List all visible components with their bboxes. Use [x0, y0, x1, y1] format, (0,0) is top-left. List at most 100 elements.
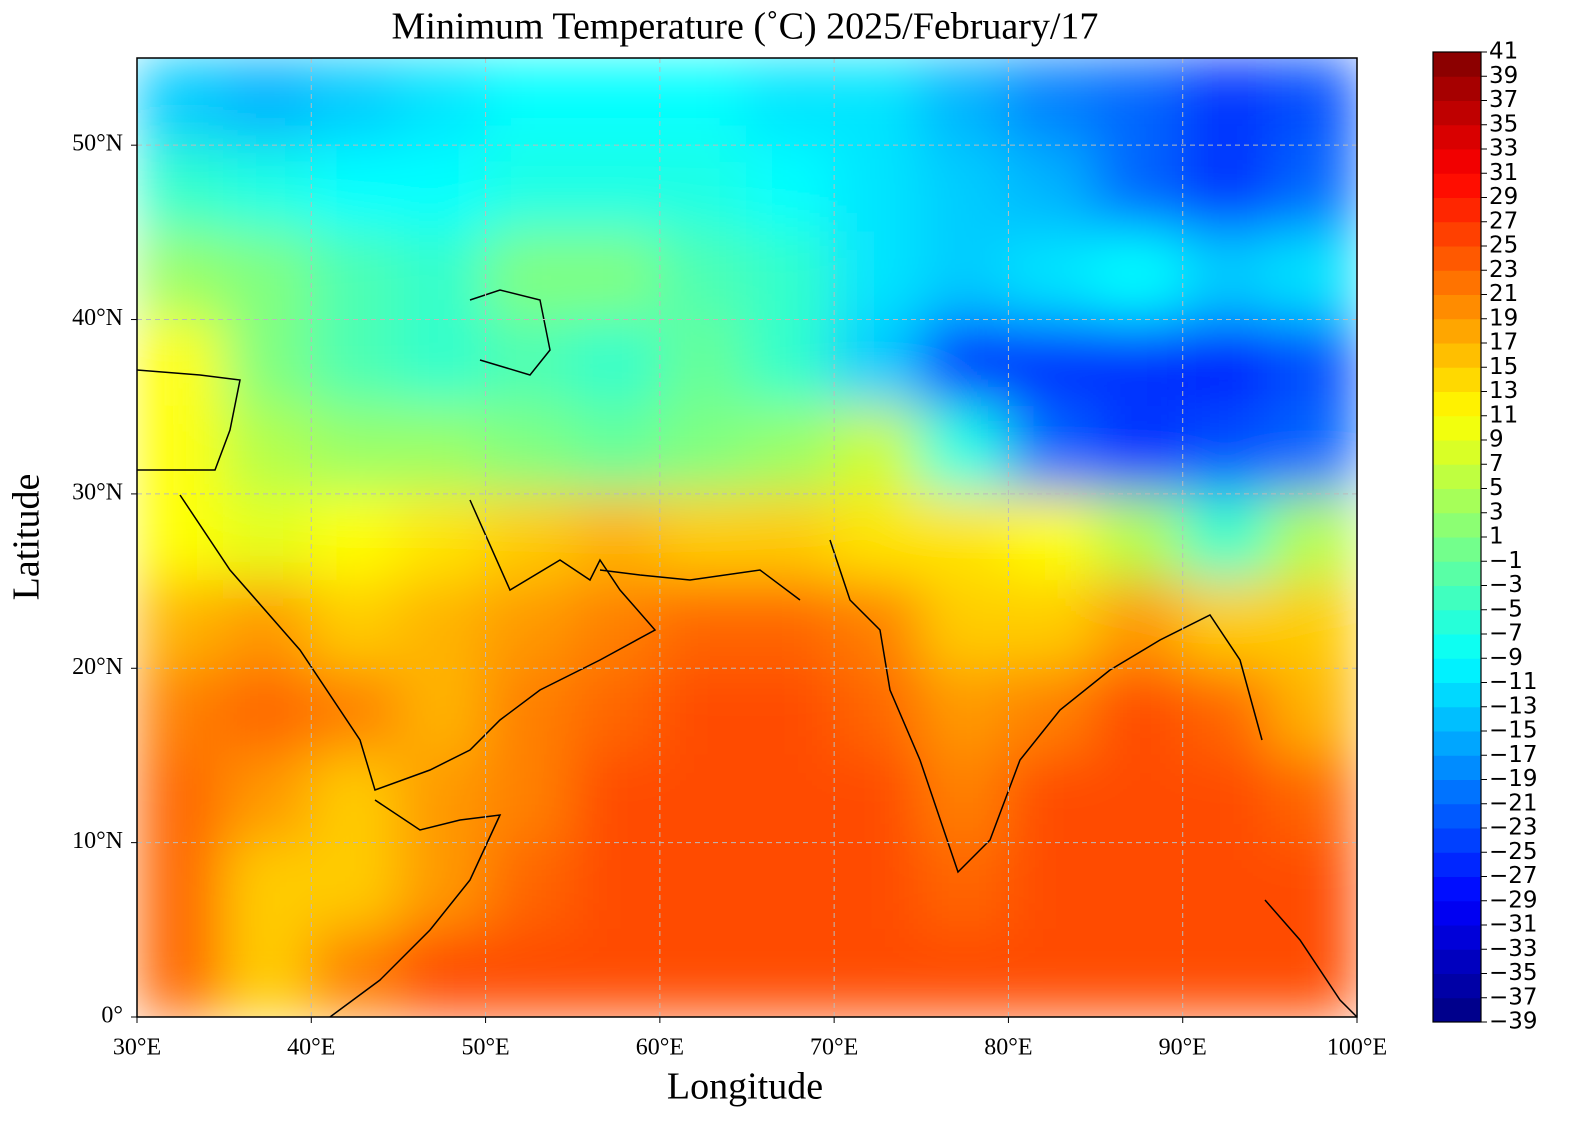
field-cell	[920, 667, 1010, 757]
colorbar-tick-label: −3	[1489, 572, 1523, 598]
field-cell	[571, 492, 661, 583]
field-cell	[1268, 231, 1357, 321]
field-cell	[1181, 667, 1271, 757]
field-cell	[397, 928, 487, 1017]
colorbar-tick-label: −39	[1489, 1009, 1538, 1035]
field-cell	[920, 928, 1010, 1017]
field-cell	[223, 841, 313, 931]
colorbar-segment	[1433, 779, 1481, 805]
colorbar-tick-label: −7	[1489, 621, 1523, 647]
field-cell	[658, 144, 748, 234]
field-cell	[397, 405, 487, 495]
colorbar-tick-label: −9	[1489, 645, 1523, 671]
field-cell	[658, 58, 748, 147]
field-cell	[1094, 318, 1184, 408]
field-cell	[1007, 580, 1097, 670]
field-cell	[1268, 318, 1357, 408]
field-cell	[397, 754, 487, 844]
field-cell	[1181, 492, 1271, 583]
colorbar-segment	[1433, 415, 1481, 441]
colorbar-segment	[1433, 343, 1481, 368]
field-cell	[833, 144, 923, 234]
colorbar-tick-label: 25	[1489, 233, 1518, 259]
field-cell	[658, 492, 748, 583]
field-cell	[137, 231, 226, 321]
colorbar-segment	[1433, 852, 1481, 877]
field-cell	[310, 318, 400, 408]
colorbar-tick-label: −27	[1489, 863, 1538, 889]
coastline	[1264, 899, 1357, 1017]
field-cell	[571, 841, 661, 931]
field-cell	[1007, 318, 1097, 408]
colorbar-tick-label: −17	[1489, 742, 1538, 768]
coastline	[137, 369, 241, 471]
colorbar-tick-label: −29	[1489, 887, 1538, 913]
field-cell	[746, 231, 836, 321]
field-cell	[658, 318, 748, 408]
field-cell	[397, 667, 487, 757]
field-cell	[397, 231, 487, 321]
field-cell	[137, 580, 226, 670]
field-cell	[1268, 58, 1357, 147]
colorbar-segment	[1433, 367, 1481, 392]
field-cell	[746, 492, 836, 583]
field-cell	[658, 667, 748, 757]
field-cell	[137, 405, 226, 495]
colorbar-tick-label: 23	[1489, 257, 1518, 283]
colorbar-tick-label: −21	[1489, 790, 1538, 816]
field-cell	[310, 405, 400, 495]
field-cell	[1268, 492, 1357, 583]
x-tick-label: 70°E	[810, 1035, 858, 1061]
field-cell	[571, 928, 661, 1017]
field-cell	[920, 231, 1010, 321]
colorbar-segment	[1433, 585, 1481, 611]
coastline	[829, 539, 1263, 874]
y-tick-label: 40°N	[72, 305, 123, 331]
field-cell	[571, 231, 661, 321]
colorbar-segment	[1433, 634, 1481, 659]
colorbar-tick-label: 1	[1489, 524, 1504, 550]
field-cell	[1094, 405, 1184, 495]
field-cell	[484, 405, 574, 495]
field-cell	[137, 928, 226, 1017]
field-cell	[310, 667, 400, 757]
colorbar-tick-label: 19	[1489, 305, 1518, 331]
colorbar-tick-label: 3	[1489, 499, 1504, 525]
field-cell	[397, 841, 487, 931]
colorbar-segment	[1433, 803, 1481, 829]
colorbar-segment	[1433, 609, 1481, 635]
field-cell	[310, 492, 400, 583]
field-cell	[746, 58, 836, 147]
field-cell	[920, 580, 1010, 670]
colorbar-segment	[1433, 149, 1481, 174]
x-axis-label: Longitude	[667, 1066, 823, 1108]
field-cell	[397, 318, 487, 408]
colorbar-segment	[1433, 52, 1481, 77]
field-cell	[484, 580, 574, 670]
field-cell	[137, 318, 226, 408]
field-cell	[571, 580, 661, 670]
y-tick-label: 20°N	[72, 654, 123, 680]
colorbar-segment	[1433, 925, 1481, 950]
field-cell	[484, 754, 574, 844]
field-cell	[746, 754, 836, 844]
field-cell	[223, 492, 313, 583]
x-tick-label: 30°E	[113, 1035, 161, 1061]
field-cell	[920, 492, 1010, 583]
colorbar-segment	[1433, 246, 1481, 271]
field-cell	[658, 231, 748, 321]
colorbar-tick-label: −31	[1489, 912, 1538, 938]
colorbar-tick-label: −13	[1489, 693, 1538, 719]
field-cell	[833, 405, 923, 495]
field-cell	[1094, 754, 1184, 844]
field-cell	[484, 144, 574, 234]
field-cell	[1181, 405, 1271, 495]
field-cell	[1181, 841, 1271, 931]
field-cell	[484, 318, 574, 408]
field-cell	[833, 754, 923, 844]
field-cell	[137, 144, 226, 234]
colorbar-tick-label: 41	[1489, 39, 1518, 65]
field-cell	[484, 841, 574, 931]
colorbar-tick-label: 11	[1489, 402, 1518, 428]
